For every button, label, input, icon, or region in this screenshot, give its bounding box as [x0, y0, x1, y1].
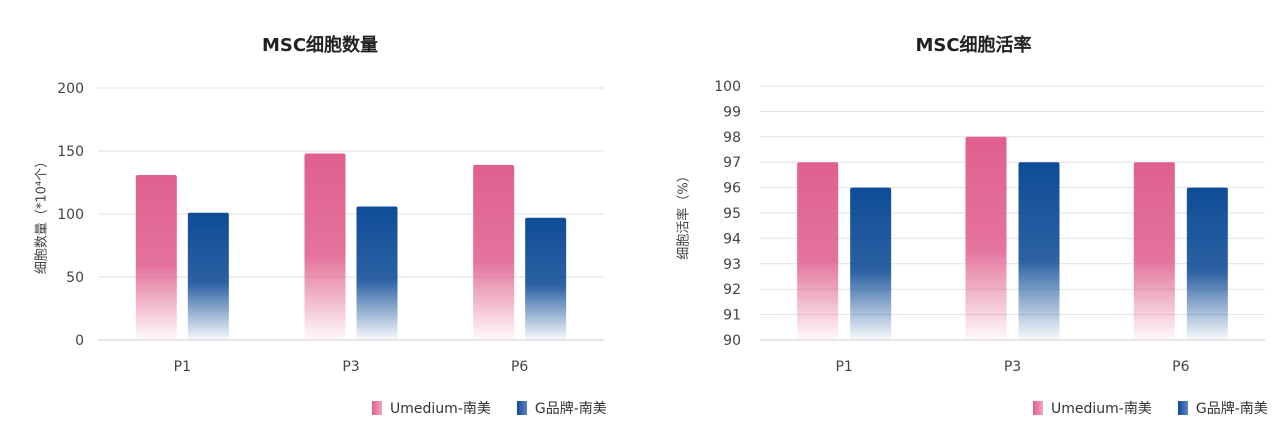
x-tick-label: P1 — [835, 359, 852, 375]
bar-p1-g-brand[interactable] — [850, 187, 892, 340]
bar-p1-umedium[interactable] — [797, 162, 839, 340]
x-tick-label: P6 — [511, 359, 528, 375]
y-tick-label: 150 — [57, 144, 84, 160]
y-tick-label: 97 — [723, 155, 741, 171]
legend-swatch-blue — [516, 401, 527, 415]
legend: Umedium-南美 G品牌-南美 — [1033, 398, 1268, 418]
legend-label: G品牌-南美 — [1195, 401, 1268, 417]
cell-viability-plot: 90 91 92 93 94 95 96 97 98 99 100 P1 P3 P6 — [714, 79, 1265, 375]
y-tick-label: 0 — [75, 333, 84, 349]
y-tick-label: 50 — [66, 270, 84, 286]
bar-p6-umedium[interactable] — [1133, 162, 1175, 340]
legend-item-umedium[interactable]: Umedium-南美 — [1033, 398, 1152, 418]
y-tick-label: 90 — [723, 333, 741, 349]
legend-label: Umedium-南美 — [1051, 401, 1152, 417]
y-tick-label: 93 — [723, 257, 741, 273]
bar-p3-umedium[interactable] — [965, 136, 1007, 340]
legend-swatch-pink — [1033, 401, 1043, 415]
bar-p3-g-brand[interactable] — [356, 206, 398, 340]
y-tick-label: 99 — [723, 104, 741, 120]
y-tick-label: 200 — [57, 81, 84, 97]
legend-swatch-blue — [1177, 401, 1188, 415]
cell-viability-chart: MSC细胞活率 90 91 92 93 94 95 96 97 98 99 100 P1 P3 P6 Um… — [660, 0, 1287, 434]
bar-p1-umedium[interactable] — [135, 174, 177, 340]
legend-item-g-brand[interactable]: G品牌-南美 — [516, 398, 607, 418]
y-tick-label: 95 — [723, 206, 741, 222]
x-tick-label: P3 — [1004, 359, 1021, 375]
legend-label: Umedium-南美 — [390, 401, 491, 417]
y-tick-label: 98 — [723, 130, 741, 146]
legend-swatch-pink — [372, 401, 382, 415]
y-tick-label: 94 — [723, 231, 741, 247]
y-tick-label: 100 — [57, 207, 84, 223]
x-tick-label: P1 — [174, 359, 191, 375]
cell-count-plot: 0 50 100 150 200 P1 P3 P6 — [57, 81, 604, 375]
bar-p1-g-brand[interactable] — [187, 212, 229, 340]
bar-p3-umedium[interactable] — [304, 153, 346, 340]
y-tick-label: 96 — [723, 181, 741, 197]
chart-title: MSC细胞活率 — [915, 35, 1032, 56]
bar-p3-g-brand[interactable] — [1018, 162, 1060, 340]
chart-title: MSC细胞数量 — [261, 35, 379, 56]
legend-item-g-brand[interactable]: G品牌-南美 — [1177, 398, 1268, 418]
legend-label: G品牌-南美 — [534, 401, 607, 417]
x-tick-label: P3 — [342, 359, 359, 375]
bar-p6-g-brand[interactable] — [525, 217, 567, 340]
legend-item-umedium[interactable]: Umedium-南美 — [372, 398, 491, 418]
cell-count-chart: MSC细胞数量 细胞数量（*10⁴个） 0 50 100 150 200 P1 P3 P6 U… — [0, 0, 640, 434]
legend: Umedium-南美 G品牌-南美 — [372, 398, 607, 418]
x-tick-label: P6 — [1172, 359, 1189, 375]
bar-p6-g-brand[interactable] — [1186, 187, 1228, 340]
y-axis-label: 细胞活率（%） — [676, 169, 692, 260]
bar-p6-umedium[interactable] — [473, 164, 515, 340]
y-tick-label: 91 — [723, 308, 741, 324]
y-tick-label: 92 — [723, 282, 741, 298]
y-tick-label: 100 — [714, 79, 741, 95]
